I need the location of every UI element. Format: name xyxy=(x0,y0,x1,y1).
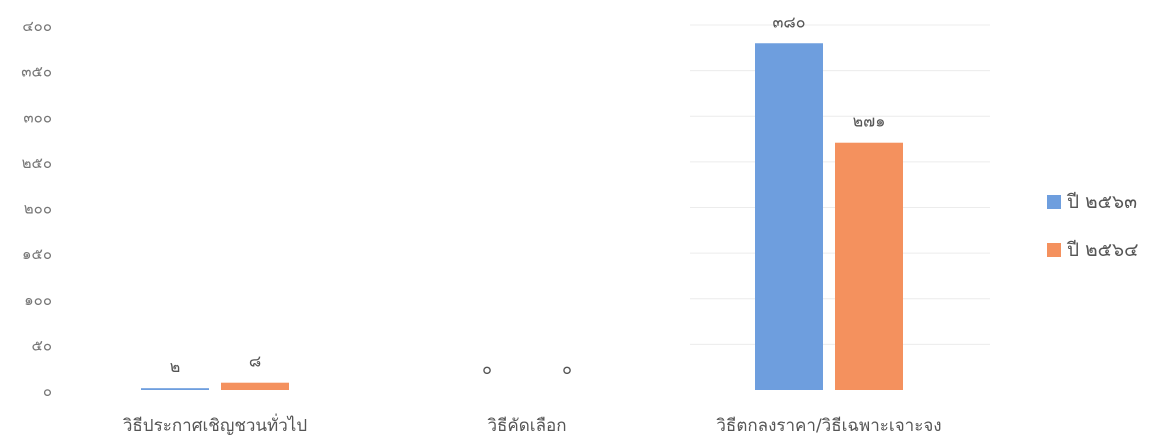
y-tick-label-6: ๓๐๐ xyxy=(23,108,52,126)
bar-value-label-0-1: ๐ xyxy=(482,359,492,378)
bar-value-label-1-1: ๐ xyxy=(562,359,572,378)
y-tick-label-5: ๒๕๐ xyxy=(22,154,52,172)
y-tick-label-4: ๒๐๐ xyxy=(24,200,52,218)
y-tick-label-1: ๕๐ xyxy=(31,336,52,354)
legend-label-2564: ปี ๒๕๖๔ xyxy=(1067,239,1139,261)
legend-swatch-2563 xyxy=(1047,195,1061,209)
y-tick-label-2: ๑๐๐ xyxy=(24,291,52,309)
legend-item-2563: ปี ๒๕๖๓ xyxy=(1047,188,1172,216)
bar-value-label-0-2: ๓๘๐ xyxy=(772,12,805,31)
y-tick-label-8: ๔๐๐ xyxy=(22,17,52,35)
bar-value-label-1-2: ๒๗๑ xyxy=(853,112,886,131)
bar-value-label-1-0: ๘ xyxy=(249,352,261,371)
bar-1-2 xyxy=(835,142,903,390)
x-tick-label-0: วิธีประกาศเชิญชวนทั่วไป xyxy=(122,413,307,436)
bar-value-label-0-0: ๒ xyxy=(170,357,181,376)
y-tick-label-0: ๐ xyxy=(43,382,52,400)
bar-0-0 xyxy=(141,388,209,390)
bar-1-0 xyxy=(221,382,289,390)
y-tick-label-3: ๑๕๐ xyxy=(22,245,52,263)
legend: ปี ๒๕๖๓ ปี ๒๕๖๔ xyxy=(1047,188,1172,284)
legend-swatch-2564 xyxy=(1047,243,1061,257)
x-tick-label-2: วิธีตกลงราคา/วิธีเฉพาะเจาะจง xyxy=(716,416,942,436)
x-tick-label-1: วิธีคัดเลือก xyxy=(487,416,567,436)
legend-item-2564: ปี ๒๕๖๔ xyxy=(1047,236,1172,264)
y-tick-label-7: ๓๕๐ xyxy=(21,63,52,81)
legend-label-2563: ปี ๒๕๖๓ xyxy=(1067,191,1138,213)
bar-0-2 xyxy=(755,43,823,390)
